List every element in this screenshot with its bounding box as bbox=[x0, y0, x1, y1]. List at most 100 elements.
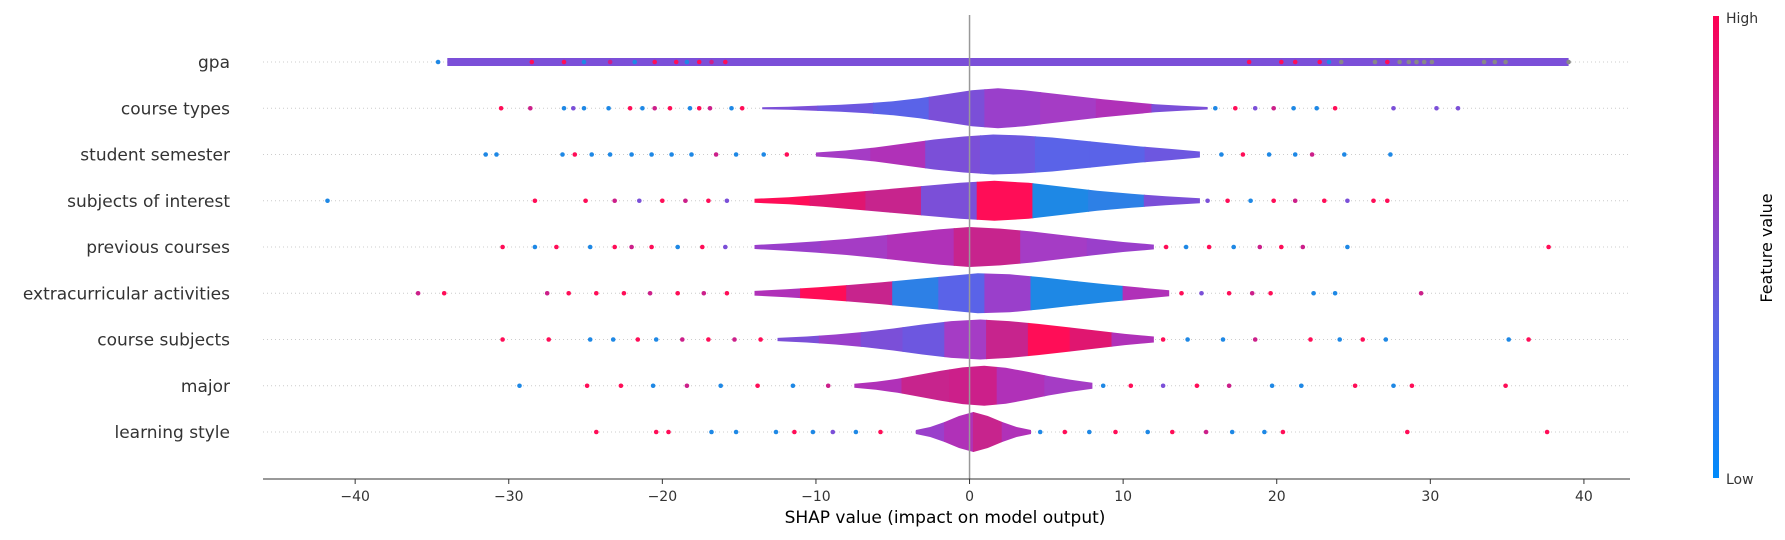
outlier-dot-major bbox=[1299, 383, 1304, 389]
outlier-dot-previous-courses bbox=[700, 244, 705, 250]
violin-band-extracurricular-activities bbox=[938, 273, 986, 314]
outlier-dot-subjects-of-interest bbox=[583, 198, 588, 204]
outlier-dot-major bbox=[1128, 383, 1134, 389]
violin-band-course-subjects bbox=[818, 319, 862, 360]
outlier-dot-major bbox=[790, 383, 796, 389]
violin-course-types bbox=[762, 88, 1208, 129]
outlier-dot-learning-style bbox=[830, 429, 836, 435]
outlier-dot-course-types bbox=[606, 105, 611, 111]
outlier-dot-gpa bbox=[1317, 59, 1322, 65]
outlier-dot-major bbox=[1503, 383, 1508, 389]
feature-label-learning-style: learning style bbox=[114, 423, 230, 443]
outlier-dot-major bbox=[1409, 383, 1415, 389]
outlier-dot-gpa bbox=[1421, 59, 1427, 65]
violin-band-student-semester bbox=[815, 134, 872, 175]
outlier-dot-gpa bbox=[1338, 59, 1344, 65]
violin-band-subjects-of-interest bbox=[809, 180, 867, 221]
violin-band-learning-style bbox=[1001, 412, 1031, 452]
violin-band-course-subjects bbox=[777, 319, 820, 360]
feature-label-major: major bbox=[181, 377, 230, 397]
violin-band-subjects-of-interest bbox=[754, 180, 811, 221]
outlier-dot-gpa bbox=[684, 59, 690, 65]
colorbar-high-label: High bbox=[1726, 11, 1758, 27]
outlier-dot-course-types bbox=[528, 105, 533, 111]
outlier-dot-major bbox=[650, 383, 656, 389]
feature-label-course-types: course types bbox=[121, 99, 230, 119]
violin-band-previous-courses bbox=[820, 227, 889, 267]
x-tick-label: −30 bbox=[494, 489, 524, 505]
outlier-dot-course-types bbox=[729, 105, 734, 111]
outlier-dot-course-subjects bbox=[1160, 337, 1166, 342]
outlier-dot-subjects-of-interest bbox=[1385, 198, 1390, 204]
outlier-dot-major bbox=[1269, 383, 1275, 389]
outlier-dot-previous-courses bbox=[649, 244, 654, 250]
outlier-dot-gpa bbox=[1414, 59, 1419, 65]
outlier-dot-course-subjects bbox=[610, 337, 616, 342]
violin-band-course-types bbox=[928, 88, 986, 129]
outlier-dot-learning-style bbox=[792, 429, 797, 435]
violin-band-course-types bbox=[762, 88, 819, 129]
x-tick-label: −10 bbox=[801, 489, 831, 505]
outlier-dot-extracurricular-activities bbox=[701, 290, 707, 296]
outlier-dot-previous-courses bbox=[675, 244, 680, 250]
outlier-dot-major bbox=[517, 383, 522, 389]
outlier-dot-major bbox=[1352, 383, 1358, 389]
feature-label-gpa: gpa bbox=[198, 53, 230, 73]
outlier-dot-gpa bbox=[1429, 59, 1435, 65]
outlier-dot-previous-courses bbox=[612, 244, 617, 250]
colorbar: High Low Feature value bbox=[1713, 11, 1776, 488]
violin-band-student-semester bbox=[1144, 134, 1200, 175]
violin-band-course-subjects bbox=[944, 319, 988, 360]
outlier-dot-major bbox=[618, 383, 624, 389]
violin-band-major bbox=[949, 365, 998, 406]
outlier-dot-extracurricular-activities bbox=[441, 290, 447, 296]
outlier-dot-major bbox=[825, 383, 831, 389]
outlier-dot-gpa bbox=[741, 59, 747, 65]
outlier-dot-gpa bbox=[652, 59, 657, 65]
outlier-dot-previous-courses bbox=[1206, 244, 1212, 250]
x-tick-label: 40 bbox=[1575, 489, 1593, 505]
outlier-dot-extracurricular-activities bbox=[1249, 290, 1255, 296]
outlier-dot-subjects-of-interest bbox=[1271, 198, 1276, 204]
outlier-dot-subjects-of-interest bbox=[1292, 198, 1298, 204]
outlier-dot-course-types bbox=[1233, 105, 1238, 111]
outlier-dot-learning-style bbox=[1280, 429, 1286, 435]
violin-band-course-types bbox=[817, 88, 875, 129]
outlier-dot-previous-courses bbox=[629, 244, 634, 250]
outlier-dot-course-subjects bbox=[1308, 337, 1313, 342]
outlier-dot-subjects-of-interest bbox=[724, 198, 730, 204]
outlier-dot-previous-courses bbox=[532, 244, 538, 250]
violin-band-course-subjects bbox=[902, 319, 946, 360]
violin-band-student-semester bbox=[980, 134, 1036, 175]
violin-band-student-semester bbox=[1034, 134, 1091, 175]
outlier-dot-gpa bbox=[1292, 59, 1298, 65]
outlier-dot-gpa bbox=[1246, 59, 1252, 65]
outlier-dot-extracurricular-activities bbox=[1226, 290, 1232, 296]
outlier-dot-student-semester bbox=[572, 152, 578, 157]
violin-band-previous-courses bbox=[887, 227, 955, 267]
violin-band-extracurricular-activities bbox=[800, 273, 848, 314]
violin-band-student-semester bbox=[1089, 134, 1146, 175]
violin-band-major bbox=[901, 365, 951, 406]
outlier-dot-course-subjects bbox=[1360, 337, 1365, 342]
outlier-dot-student-semester bbox=[483, 152, 489, 157]
violin-band-course-types bbox=[1040, 88, 1097, 129]
outlier-dot-learning-style bbox=[733, 429, 739, 435]
outlier-dot-extracurricular-activities bbox=[675, 290, 680, 296]
outlier-dot-learning-style bbox=[1170, 429, 1175, 435]
x-tick-label: 20 bbox=[1268, 489, 1286, 505]
violin-band-major bbox=[1044, 365, 1093, 406]
outlier-dot-gpa bbox=[581, 59, 587, 65]
outlier-dot-student-semester bbox=[713, 152, 719, 157]
outlier-dot-gpa bbox=[663, 59, 668, 65]
outlier-dot-course-types bbox=[627, 105, 633, 111]
outlier-dot-gpa bbox=[1503, 59, 1508, 65]
outlier-dot-learning-style bbox=[709, 429, 714, 435]
outlier-dot-previous-courses bbox=[1546, 244, 1551, 250]
outlier-dot-previous-courses bbox=[1163, 244, 1169, 250]
outlier-dot-major bbox=[1226, 383, 1232, 389]
outlier-dot-course-types bbox=[640, 105, 645, 111]
violin-band-extracurricular-activities bbox=[754, 273, 802, 314]
outlier-dot-course-types bbox=[1252, 105, 1258, 111]
